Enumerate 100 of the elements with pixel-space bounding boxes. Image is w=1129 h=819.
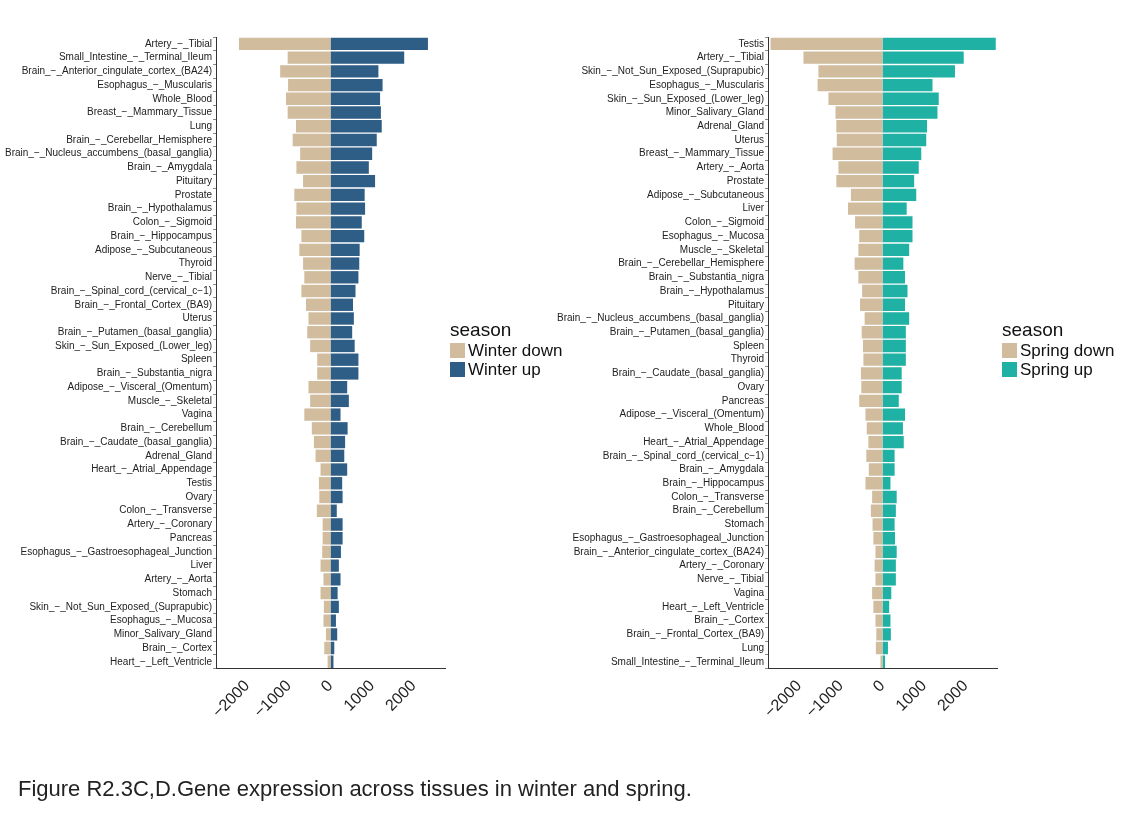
y-tick-label: Brain_−_Cerebellar_Hemisphere	[66, 133, 213, 145]
y-tick-label: Stomach	[724, 518, 765, 530]
y-tick-label: Nerve_−_Tibial	[696, 573, 765, 585]
y-tick-label: Brain_−_Spinal_cord_(cervical_c−1)	[602, 449, 765, 461]
y-tick-label: Brain_−_Caudate_(basal_ganglia)	[612, 367, 765, 379]
y-tick-label: Brain_−_Hippocampus	[110, 229, 213, 241]
y-tick-label: Brain_−_Hypothalamus	[107, 202, 213, 214]
y-tick-label: Brain_−_Nucleus_accumbens_(basal_ganglia)	[5, 147, 213, 159]
y-tick-label: Lung	[741, 641, 765, 653]
y-tick-label: Muscle_−_Skeletal	[679, 243, 765, 255]
y-tick-label: Skin_−_Sun_Exposed_(Lower_leg)	[607, 92, 765, 104]
y-tick-label: Brain_−_Substantia_nigra	[648, 271, 765, 283]
y-tick-label: Heart_−_Atrial_Appendage	[91, 463, 213, 475]
y-tick-label: Heart_−_Left_Ventricle	[662, 600, 765, 612]
y-tick-label: Skin_−_Not_Sun_Exposed_(Suprapubic)	[581, 65, 765, 77]
y-tick-label: Ovary	[185, 490, 213, 502]
legend-label: Winter down	[468, 341, 563, 360]
y-tick-label: Pancreas	[721, 394, 765, 406]
y-tick-label: Esophagus_−_Muscularis	[97, 78, 213, 90]
y-tick-label: Brain_−_Anterior_cingulate_cortex_(BA24)	[21, 65, 213, 77]
y-tick-label: Vagina	[733, 586, 765, 598]
y-tick-label: Nerve_−_Tibial	[144, 271, 213, 283]
y-tick-label: Artery_−_Coronary	[679, 559, 765, 571]
y-tick-label: Colon_−_Sigmoid	[684, 216, 765, 228]
y-tick-label: Lung	[189, 120, 213, 131]
y-tick-label: Brain_−_Amygdala	[127, 161, 213, 173]
y-tick-label: Skin_−_Sun_Exposed_(Lower_leg)	[55, 339, 213, 351]
y-tick-label: Artery_−_Aorta	[144, 573, 213, 585]
y-tick-label: Adrenal_Gland	[145, 449, 213, 461]
y-tick-label: Adipose_−_Visceral_(Omentum)	[619, 408, 765, 420]
y-tick-label: Brain_−_Hypothalamus	[659, 284, 765, 296]
y-tick-label: Thyroid	[178, 257, 213, 269]
y-tick-label: Stomach	[172, 586, 213, 598]
y-tick-label: Pituitary	[727, 298, 765, 310]
y-tick-label: Adipose_−_Visceral_(Omentum)	[67, 380, 213, 392]
y-tick-label: Liver	[742, 202, 765, 214]
y-tick-label: Artery_−_Tibial	[696, 51, 765, 63]
y-tick-label: Brain_−_Anterior_cingulate_cortex_(BA24)	[573, 545, 765, 557]
y-tick-label: Artery_−_Aorta	[696, 161, 765, 173]
y-tick-label: Small_Intestine_−_Terminal_Ileum	[58, 51, 213, 63]
y-tick-label: Brain_−_Hippocampus	[662, 477, 765, 489]
y-tick-label: Brain_−_Caudate_(basal_ganglia)	[60, 435, 213, 447]
y-tick-label: Pituitary	[175, 174, 213, 186]
y-tick-label: Testis	[738, 37, 765, 49]
legend-title: season	[1002, 319, 1065, 340]
y-tick-label: Spleen	[180, 353, 213, 365]
y-tick-label: Colon_−_Transverse	[671, 490, 765, 502]
y-tick-label: Colon_−_Sigmoid	[132, 216, 213, 228]
y-tick-label: Brain_−_Cerebellum	[672, 504, 765, 516]
y-tick-label: Prostate	[726, 174, 765, 186]
y-tick-label: Brain_−_Cortex	[142, 641, 213, 653]
y-tick-label: Vagina	[181, 408, 213, 420]
y-tick-label: Brain_−_Cerebellar_Hemisphere	[618, 257, 765, 269]
y-tick-label: Esophagus_−_Gastroesophageal_Junction	[20, 545, 213, 557]
y-tick-label: Breast_−_Mammary_Tissue	[639, 147, 765, 159]
y-tick-label: Testis	[186, 477, 213, 489]
y-tick-label: Artery_−_Coronary	[127, 518, 213, 530]
legend-title: season	[450, 319, 512, 340]
y-tick-label: Muscle_−_Skeletal	[127, 394, 213, 406]
y-tick-label: Spleen	[732, 339, 765, 351]
y-tick-label: Brain_−_Substantia_nigra	[96, 367, 213, 379]
y-tick-label: Liver	[190, 559, 213, 571]
y-tick-label: Colon_−_Transverse	[119, 504, 213, 516]
y-tick-label: Brain_−_Nucleus_accumbens_(basal_ganglia)	[557, 312, 765, 324]
y-tick-label: Brain_−_Putamen_(basal_ganglia)	[609, 325, 765, 337]
y-tick-label: Adipose_−_Subcutaneous	[95, 243, 213, 255]
y-tick-label: Ovary	[737, 380, 765, 392]
y-tick-label: Minor_Salivary_Gland	[665, 106, 765, 118]
y-tick-label: Whole_Blood	[704, 422, 765, 434]
legend-label: Spring down	[1020, 341, 1115, 360]
y-tick-label: Skin_−_Not_Sun_Exposed_(Suprapubic)	[29, 600, 213, 612]
y-tick-label: Adrenal_Gland	[697, 120, 765, 131]
y-tick-label: Uterus	[182, 312, 213, 324]
y-tick-label: Small_Intestine_−_Terminal_Ileum	[610, 655, 765, 667]
y-tick-label: Heart_−_Left_Ventricle	[110, 655, 213, 667]
y-tick-label: Brain_−_Frontal_Cortex_(BA9)	[74, 298, 213, 310]
y-tick-label: Breast_−_Mammary_Tissue	[87, 106, 213, 118]
y-tick-label: Whole_Blood	[152, 92, 213, 104]
y-tick-label: Heart_−_Atrial_Appendage	[643, 435, 765, 447]
y-tick-label: Prostate	[174, 188, 213, 200]
y-tick-label: Pancreas	[169, 531, 213, 543]
y-tick-label: Minor_Salivary_Gland	[113, 628, 213, 640]
legend-label: Spring up	[1020, 360, 1093, 379]
x-tick-label: 0	[869, 676, 888, 695]
y-tick-label: Esophagus_−_Gastroesophageal_Junction	[572, 531, 765, 543]
y-tick-label: Artery_−_Tibial	[144, 37, 213, 49]
y-tick-label: Esophagus_−_Mucosa	[110, 614, 213, 626]
y-tick-label: Brain_−_Spinal_cord_(cervical_c−1)	[50, 284, 213, 296]
caption: Figure R2.3C,D.Gene expression across tissues in winter and spring.	[18, 776, 692, 802]
y-tick-label: Esophagus_−_Muscularis	[649, 78, 765, 90]
y-tick-label: Thyroid	[730, 353, 765, 365]
y-tick-label: Uterus	[734, 133, 765, 145]
x-tick-label: 0	[317, 676, 336, 695]
y-tick-label: Brain_−_Putamen_(basal_ganglia)	[57, 325, 213, 337]
y-tick-label: Brain_−_Cerebellum	[120, 422, 213, 434]
legend-label: Winter up	[468, 360, 541, 379]
y-tick-label: Adipose_−_Subcutaneous	[647, 188, 765, 200]
y-tick-label: Brain_−_Amygdala	[679, 463, 765, 475]
y-tick-label: Brain_−_Frontal_Cortex_(BA9)	[626, 628, 765, 640]
y-tick-label: Esophagus_−_Mucosa	[662, 229, 765, 241]
